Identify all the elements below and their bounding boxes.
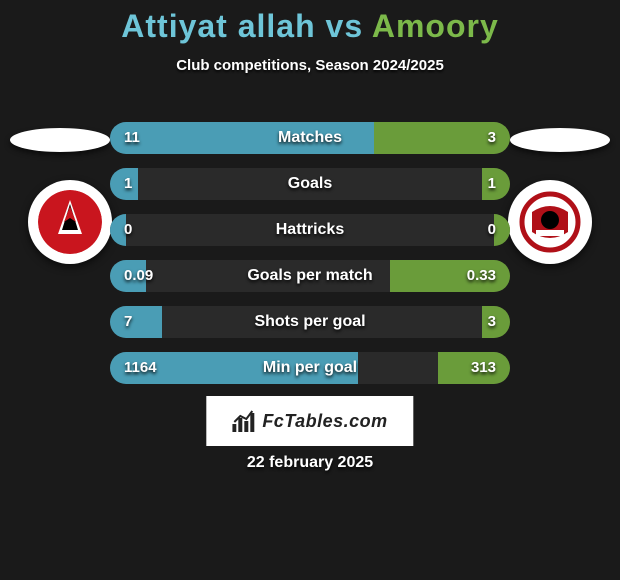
stat-label: Goals per match [110,260,510,292]
watermark-text: FcTables.com [262,411,387,432]
stat-row: 113Matches [110,122,510,154]
team1-badge [28,180,112,264]
stat-row: 11Goals [110,168,510,200]
stat-row: 1164313Min per goal [110,352,510,384]
player1-name: Attiyat allah [121,8,315,44]
stats-container: 113Matches 11Goals 00Hattricks 0.090.33Goal… [110,122,510,398]
stat-label: Shots per goal [110,306,510,338]
stat-label: Min per goal [110,352,510,384]
al-ahly-crest [38,190,102,254]
player1-platform [10,128,110,152]
player2-platform [510,128,610,152]
date-text: 22 february 2025 [0,454,620,472]
comparison-title: Attiyat allah vs Amoory [0,0,620,45]
stat-row: 73Shots per goal [110,306,510,338]
stat-label: Goals [110,168,510,200]
stat-label: Matches [110,122,510,154]
fctables-logo-icon [232,410,256,432]
subtitle: Club competitions, Season 2024/2025 [0,57,620,74]
player2-name: Amoory [372,8,499,44]
stat-label: Hattricks [110,214,510,246]
stat-row: 00Hattricks [110,214,510,246]
ghazl-crest [518,190,582,254]
team2-badge [508,180,592,264]
stat-row: 0.090.33Goals per match [110,260,510,292]
watermark: FcTables.com [206,396,413,446]
vs-text: vs [326,8,364,44]
